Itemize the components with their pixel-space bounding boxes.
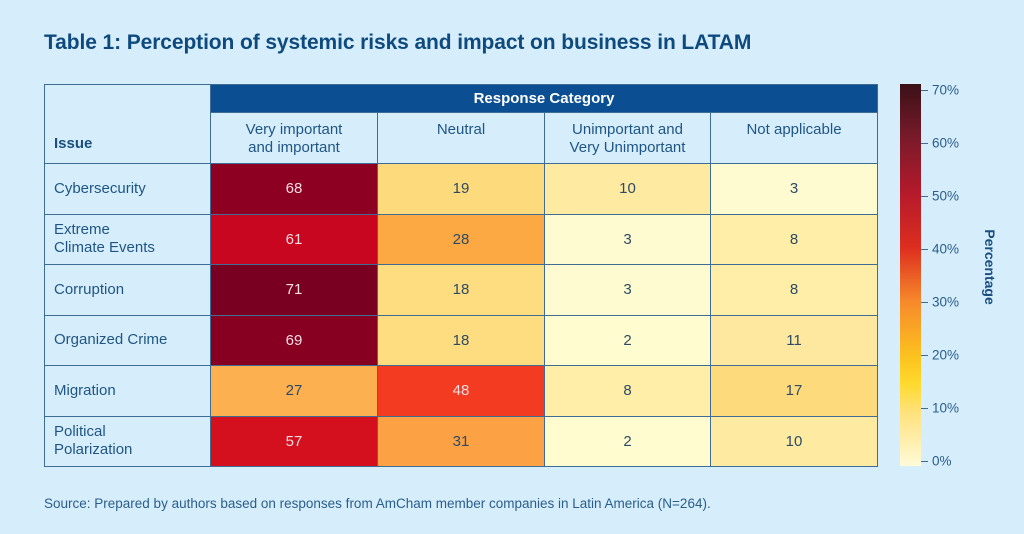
colorbar-tick-mark [921, 249, 928, 250]
heatmap-cell: 28 [378, 214, 545, 265]
colorbar-gradient [900, 84, 921, 466]
heatmap-cell: 17 [711, 366, 878, 417]
heatmap-cell: 10 [711, 416, 878, 467]
heatmap-cell: 31 [378, 416, 545, 467]
row-label-line: Organized Crime [54, 331, 210, 349]
response-category-header: Response Category [211, 85, 878, 113]
heatmap-cell: 57 [211, 416, 378, 467]
table-row: Corruption711838 [45, 265, 878, 316]
colorbar-tick-label: 60% [932, 136, 959, 151]
heatmap-cell: 3 [545, 265, 711, 316]
column-header: Very importantand important [211, 113, 378, 164]
table-row: Migration2748817 [45, 366, 878, 417]
column-header: Unimportant andVery Unimportant [545, 113, 711, 164]
heatmap-cell: 48 [378, 366, 545, 417]
colorbar-tick-label: 40% [932, 242, 959, 257]
heatmap-cell: 71 [211, 265, 378, 316]
issue-column-header: Issue [45, 85, 211, 164]
colorbar-tick-mark [921, 196, 928, 197]
row-label-line: Climate Events [54, 239, 210, 257]
colorbar-tick-label: 30% [932, 295, 959, 310]
row-label: Corruption [45, 265, 211, 316]
colorbar-tick-label: 10% [932, 401, 959, 416]
heatmap-cell: 10 [545, 164, 711, 215]
row-label-line: Cybersecurity [54, 180, 210, 198]
row-label: Migration [45, 366, 211, 417]
column-header-line: and important [211, 139, 377, 157]
column-header-line: Not applicable [711, 121, 877, 139]
table-body: Cybersecurity6819103ExtremeClimate Event… [45, 164, 878, 467]
column-header-line: Unimportant and [545, 121, 710, 139]
heatmap-cell: 27 [211, 366, 378, 417]
row-label-line: Corruption [54, 281, 210, 299]
colorbar-tick-label: 20% [932, 348, 959, 363]
heatmap-cell: 18 [378, 265, 545, 316]
heatmap-cell: 8 [545, 366, 711, 417]
risk-heatmap-table: Issue Response Category Very importantan… [44, 84, 878, 467]
heatmap-cell: 2 [545, 416, 711, 467]
colorbar-tick-mark [921, 90, 928, 91]
colorbar-tick-label: 50% [932, 189, 959, 204]
row-label-line: Political [54, 423, 210, 441]
colorbar-tick-mark [921, 408, 928, 409]
column-header-line: Very Unimportant [545, 139, 710, 157]
colorbar [900, 84, 921, 466]
heatmap-cell: 69 [211, 315, 378, 366]
row-label: ExtremeClimate Events [45, 214, 211, 265]
heatmap-cell: 18 [378, 315, 545, 366]
heatmap-cell: 2 [545, 315, 711, 366]
column-header-line: Neutral [378, 121, 544, 139]
heatmap-cell: 68 [211, 164, 378, 215]
heatmap-cell: 3 [545, 214, 711, 265]
row-label-line: Migration [54, 382, 210, 400]
colorbar-tick-label: 70% [932, 83, 959, 98]
colorbar-tick-label: 0% [932, 454, 952, 469]
table-row: Organized Crime6918211 [45, 315, 878, 366]
heatmap-cell: 8 [711, 214, 878, 265]
heatmap-cell: 11 [711, 315, 878, 366]
colorbar-tick-mark [921, 143, 928, 144]
colorbar-title: Percentage [982, 229, 998, 304]
row-label-line: Extreme [54, 221, 210, 239]
column-header: Not applicable [711, 113, 878, 164]
row-label: PoliticalPolarization [45, 416, 211, 467]
colorbar-tick-mark [921, 302, 928, 303]
column-header: Neutral [378, 113, 545, 164]
heatmap-cell: 19 [378, 164, 545, 215]
table-title: Table 1: Perception of systemic risks an… [44, 31, 751, 55]
table-row: ExtremeClimate Events612838 [45, 214, 878, 265]
heatmap-cell: 3 [711, 164, 878, 215]
source-note: Source: Prepared by authors based on res… [44, 496, 711, 511]
table-row: PoliticalPolarization5731210 [45, 416, 878, 467]
colorbar-tick-mark [921, 461, 928, 462]
table-row: Cybersecurity6819103 [45, 164, 878, 215]
heatmap-cell: 8 [711, 265, 878, 316]
colorbar-tick-mark [921, 355, 928, 356]
row-label: Cybersecurity [45, 164, 211, 215]
row-label-line: Polarization [54, 441, 210, 459]
heatmap-cell: 61 [211, 214, 378, 265]
column-header-line: Very important [211, 121, 377, 139]
row-label: Organized Crime [45, 315, 211, 366]
